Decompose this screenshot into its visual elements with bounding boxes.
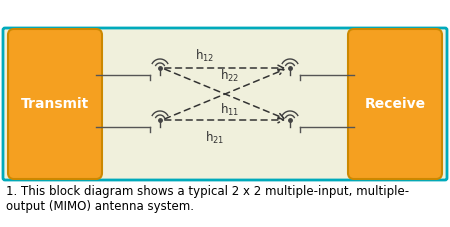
Text: output (MIMO) antenna system.: output (MIMO) antenna system.	[6, 200, 194, 213]
Text: h$_{11}$: h$_{11}$	[220, 102, 240, 118]
FancyBboxPatch shape	[3, 28, 447, 180]
Text: h$_{12}$: h$_{12}$	[195, 48, 215, 64]
Text: Receive: Receive	[364, 97, 426, 111]
Text: h$_{22}$: h$_{22}$	[220, 68, 239, 84]
Text: h$_{21}$: h$_{21}$	[205, 130, 225, 146]
Text: 1. This block diagram shows a typical 2 x 2 multiple-input, multiple-: 1. This block diagram shows a typical 2 …	[6, 185, 409, 198]
Text: Transmit: Transmit	[21, 97, 89, 111]
FancyBboxPatch shape	[348, 29, 442, 179]
FancyBboxPatch shape	[8, 29, 102, 179]
